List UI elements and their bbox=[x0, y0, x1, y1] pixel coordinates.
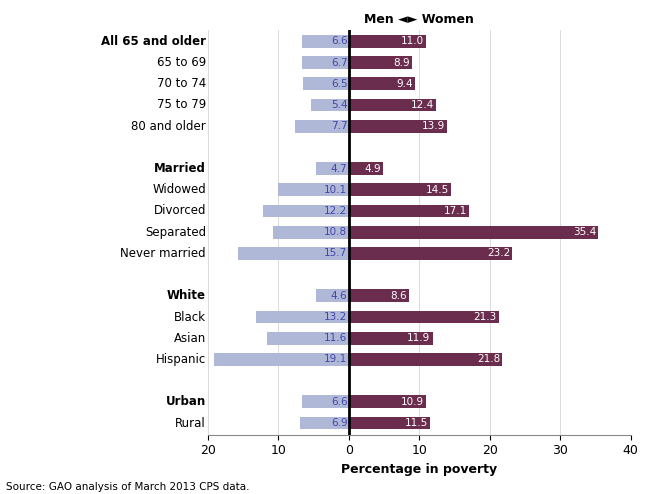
Text: 12.4: 12.4 bbox=[411, 100, 434, 110]
Text: Separated: Separated bbox=[145, 226, 206, 239]
Text: 10.1: 10.1 bbox=[324, 185, 347, 195]
Bar bbox=[349, 332, 433, 345]
Bar bbox=[300, 417, 349, 429]
Bar bbox=[256, 311, 349, 324]
Bar bbox=[214, 353, 349, 366]
Text: 4.6: 4.6 bbox=[331, 291, 347, 301]
Bar bbox=[316, 162, 349, 175]
Bar bbox=[349, 56, 411, 69]
Text: 11.6: 11.6 bbox=[324, 333, 347, 343]
Text: 15.7: 15.7 bbox=[324, 248, 347, 258]
Bar bbox=[349, 247, 512, 260]
X-axis label: Percentage in poverty: Percentage in poverty bbox=[341, 463, 497, 476]
Text: 11.5: 11.5 bbox=[404, 418, 428, 428]
Text: 11.0: 11.0 bbox=[401, 36, 424, 46]
Bar bbox=[349, 396, 426, 408]
Text: Urban: Urban bbox=[166, 395, 206, 409]
Text: 70 to 74: 70 to 74 bbox=[157, 77, 206, 90]
Text: 4.9: 4.9 bbox=[365, 164, 381, 173]
Text: 23.2: 23.2 bbox=[487, 248, 510, 258]
Text: Never married: Never married bbox=[120, 247, 206, 260]
Bar bbox=[317, 289, 349, 302]
Bar bbox=[263, 205, 349, 217]
Text: All 65 and older: All 65 and older bbox=[101, 35, 206, 48]
Bar bbox=[349, 311, 499, 324]
Text: 14.5: 14.5 bbox=[426, 185, 448, 195]
Bar bbox=[349, 289, 410, 302]
Bar bbox=[267, 332, 349, 345]
Text: 19.1: 19.1 bbox=[324, 354, 347, 365]
Text: 13.9: 13.9 bbox=[421, 121, 445, 131]
Text: 80 and older: 80 and older bbox=[131, 120, 206, 132]
Bar bbox=[278, 183, 349, 196]
Text: 7.7: 7.7 bbox=[331, 121, 347, 131]
Text: 13.2: 13.2 bbox=[324, 312, 347, 322]
Bar bbox=[273, 226, 349, 239]
Text: White: White bbox=[167, 289, 206, 302]
Text: 10.9: 10.9 bbox=[400, 397, 424, 407]
Text: 75 to 79: 75 to 79 bbox=[157, 98, 206, 112]
Bar bbox=[239, 247, 349, 260]
Bar bbox=[349, 35, 426, 47]
Text: 8.6: 8.6 bbox=[391, 291, 408, 301]
Text: Black: Black bbox=[174, 311, 206, 324]
Text: 4.7: 4.7 bbox=[331, 164, 347, 173]
Bar bbox=[349, 205, 469, 217]
Title: Men ◄► Women: Men ◄► Women bbox=[364, 13, 474, 26]
Text: Married: Married bbox=[154, 162, 206, 175]
Text: Rural: Rural bbox=[175, 416, 206, 430]
Bar bbox=[349, 417, 430, 429]
Bar bbox=[302, 396, 349, 408]
Text: 17.1: 17.1 bbox=[444, 206, 467, 216]
Bar bbox=[349, 162, 384, 175]
Text: 8.9: 8.9 bbox=[393, 57, 410, 68]
Text: 12.2: 12.2 bbox=[324, 206, 347, 216]
Bar bbox=[311, 99, 349, 111]
Text: 6.5: 6.5 bbox=[331, 79, 347, 89]
Text: 9.4: 9.4 bbox=[396, 79, 413, 89]
Text: 6.6: 6.6 bbox=[331, 36, 347, 46]
Bar bbox=[302, 35, 349, 47]
Text: Asian: Asian bbox=[174, 332, 206, 345]
Bar bbox=[294, 120, 349, 132]
Bar bbox=[349, 183, 451, 196]
Text: 35.4: 35.4 bbox=[573, 227, 596, 237]
Bar bbox=[349, 99, 436, 111]
Text: Divorced: Divorced bbox=[153, 205, 206, 217]
Text: Widowed: Widowed bbox=[152, 183, 206, 196]
Text: Source: GAO analysis of March 2013 CPS data.: Source: GAO analysis of March 2013 CPS d… bbox=[6, 482, 250, 492]
Text: 6.7: 6.7 bbox=[331, 57, 347, 68]
Bar bbox=[349, 226, 598, 239]
Text: 21.8: 21.8 bbox=[477, 354, 500, 365]
Bar bbox=[349, 120, 447, 132]
Text: 6.9: 6.9 bbox=[331, 418, 347, 428]
Text: 10.8: 10.8 bbox=[324, 227, 347, 237]
Text: 11.9: 11.9 bbox=[408, 333, 430, 343]
Bar bbox=[303, 78, 349, 90]
Bar bbox=[349, 353, 502, 366]
Text: 21.3: 21.3 bbox=[473, 312, 497, 322]
Bar bbox=[349, 78, 415, 90]
Text: Hispanic: Hispanic bbox=[155, 353, 206, 366]
Bar bbox=[302, 56, 349, 69]
Text: 65 to 69: 65 to 69 bbox=[157, 56, 206, 69]
Text: 6.6: 6.6 bbox=[331, 397, 347, 407]
Text: 5.4: 5.4 bbox=[331, 100, 347, 110]
